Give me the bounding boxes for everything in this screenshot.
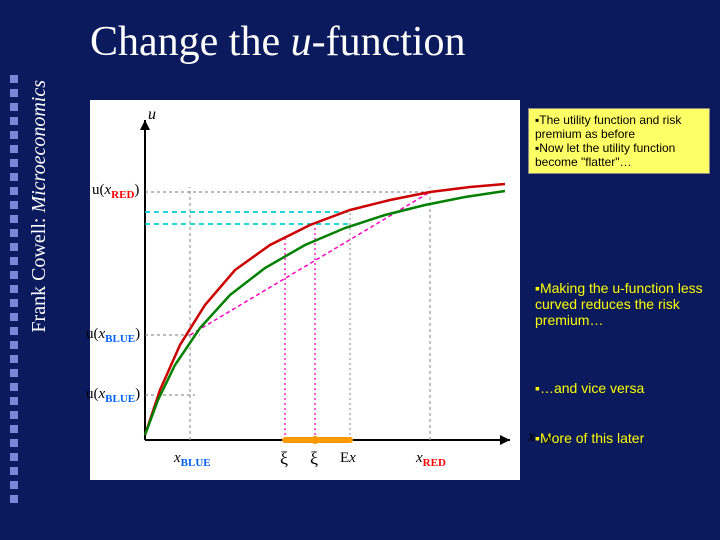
- slide: Frank Cowell: Microeconomics Change the …: [0, 0, 720, 540]
- title-var: u: [291, 19, 312, 65]
- chart-svg: [90, 100, 520, 480]
- ytick-u-xblue-1: u(xBLUE): [86, 326, 140, 345]
- xtick-xblue: xBLUE: [174, 450, 211, 469]
- callout-line2: Now let the utility function become "fla…: [535, 141, 675, 169]
- ytick-u-xblue-2: u(xBLUE): [86, 386, 140, 405]
- sidebar-author: Frank Cowell: Microeconomics: [28, 80, 51, 333]
- ytick-u-xred: u(xRED): [92, 182, 139, 201]
- sidebar-author-name: Frank Cowell:: [28, 213, 50, 333]
- annotation-2: ▪…and vice versa: [535, 380, 644, 396]
- sidebar-decoration: [6, 75, 28, 515]
- y-axis-label: u: [148, 106, 156, 124]
- xtick-xred: xRED: [416, 450, 446, 469]
- xtick-xi1: ξ: [280, 448, 288, 469]
- slide-title: Change the u-function: [90, 18, 466, 66]
- xtick-ex: Ex: [340, 450, 356, 467]
- title-prefix: Change the: [90, 19, 291, 65]
- title-suffix: -function: [312, 19, 466, 65]
- annotation-1: ▪Making the u-function less curved reduc…: [535, 280, 705, 328]
- sidebar-book: Microeconomics: [28, 80, 50, 213]
- utility-chart: u u(xRED) u(xBLUE) u(xBLUE) xBLUE ξ ξ Ex…: [90, 100, 520, 480]
- callout-line1: The utility function and risk premium as…: [535, 113, 681, 141]
- xtick-xi2: ξ: [310, 448, 318, 469]
- callout-box: ▪The utility function and risk premium a…: [528, 108, 710, 174]
- x-axis-label-outer: x: [545, 428, 553, 449]
